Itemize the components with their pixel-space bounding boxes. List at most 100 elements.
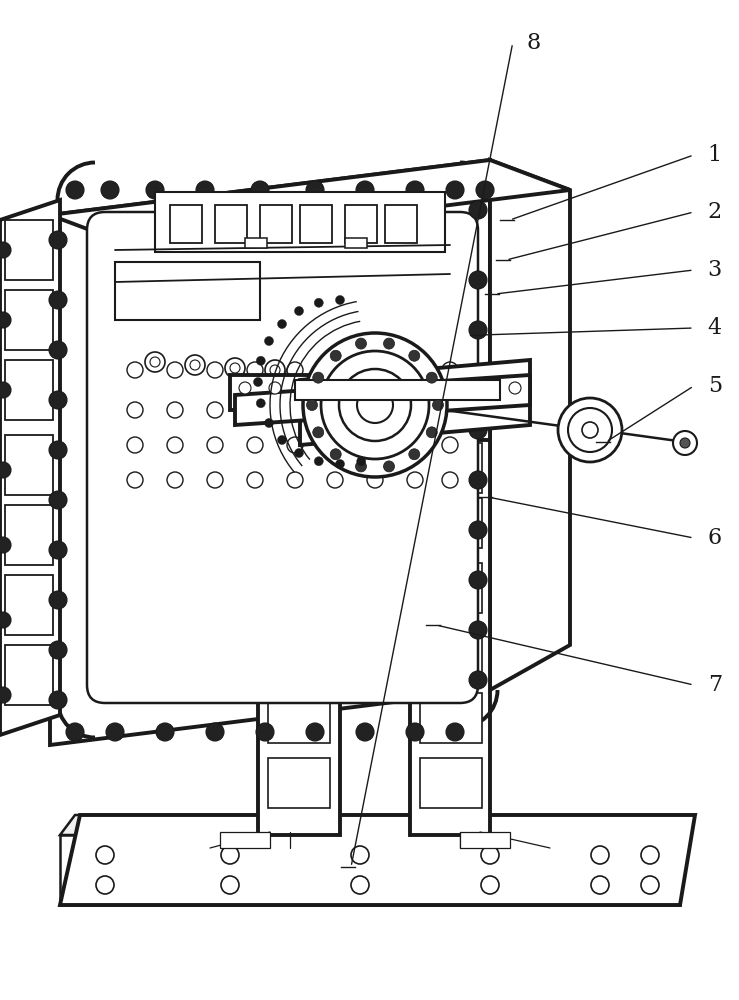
Circle shape: [146, 181, 164, 199]
Polygon shape: [60, 815, 695, 905]
Circle shape: [384, 461, 395, 472]
Circle shape: [469, 371, 487, 389]
Bar: [155, 192, 445, 252]
Circle shape: [469, 421, 487, 439]
Circle shape: [327, 472, 343, 488]
Circle shape: [66, 181, 84, 199]
Circle shape: [0, 312, 11, 328]
Circle shape: [127, 402, 143, 418]
Circle shape: [330, 449, 341, 460]
Circle shape: [407, 402, 423, 418]
Circle shape: [351, 846, 369, 864]
Polygon shape: [0, 200, 60, 735]
Circle shape: [127, 472, 143, 488]
Circle shape: [167, 402, 183, 418]
Circle shape: [270, 365, 280, 375]
Circle shape: [287, 472, 303, 488]
Circle shape: [49, 541, 67, 559]
Circle shape: [265, 336, 273, 346]
Circle shape: [66, 723, 84, 741]
Bar: [115, 262, 260, 320]
Circle shape: [406, 723, 424, 741]
Circle shape: [591, 876, 609, 894]
Circle shape: [106, 723, 124, 741]
Text: 1: 1: [708, 144, 722, 166]
Circle shape: [407, 472, 423, 488]
Circle shape: [314, 298, 323, 307]
Circle shape: [247, 402, 263, 418]
Circle shape: [446, 181, 464, 199]
Circle shape: [442, 402, 458, 418]
Circle shape: [49, 231, 67, 249]
Bar: [170, 205, 202, 243]
Circle shape: [356, 723, 374, 741]
Circle shape: [409, 449, 420, 460]
Circle shape: [449, 382, 461, 394]
Bar: [268, 758, 330, 808]
Circle shape: [355, 338, 367, 349]
Polygon shape: [60, 815, 695, 835]
Circle shape: [265, 418, 273, 428]
Bar: [5, 645, 53, 705]
Circle shape: [207, 362, 223, 378]
Circle shape: [330, 350, 341, 361]
Bar: [5, 575, 53, 635]
Circle shape: [582, 422, 598, 438]
Circle shape: [167, 437, 183, 453]
Bar: [245, 238, 267, 248]
Polygon shape: [50, 160, 570, 245]
FancyBboxPatch shape: [87, 212, 478, 703]
Bar: [420, 628, 482, 678]
Circle shape: [49, 291, 67, 309]
Bar: [5, 505, 53, 565]
Circle shape: [278, 320, 287, 329]
Circle shape: [327, 437, 343, 453]
Circle shape: [384, 338, 395, 349]
Circle shape: [239, 382, 251, 394]
Circle shape: [469, 471, 487, 489]
Text: 6: 6: [708, 527, 722, 549]
Circle shape: [673, 431, 697, 455]
Circle shape: [49, 641, 67, 659]
Circle shape: [0, 382, 11, 398]
Bar: [420, 563, 482, 613]
Bar: [268, 498, 330, 548]
Circle shape: [509, 382, 521, 394]
Circle shape: [469, 321, 487, 339]
Circle shape: [49, 491, 67, 509]
Circle shape: [442, 362, 458, 378]
Circle shape: [225, 358, 245, 378]
Bar: [5, 220, 53, 280]
Circle shape: [367, 402, 383, 418]
Circle shape: [49, 591, 67, 609]
Circle shape: [207, 472, 223, 488]
Circle shape: [0, 242, 11, 258]
Circle shape: [0, 612, 11, 628]
Circle shape: [206, 723, 224, 741]
Circle shape: [247, 437, 263, 453]
Circle shape: [406, 181, 424, 199]
Circle shape: [641, 846, 659, 864]
Circle shape: [306, 181, 324, 199]
Bar: [385, 205, 417, 243]
Circle shape: [295, 449, 304, 458]
Circle shape: [256, 399, 265, 408]
Circle shape: [327, 402, 343, 418]
Bar: [345, 238, 367, 248]
Polygon shape: [410, 430, 490, 835]
Circle shape: [426, 372, 437, 383]
Circle shape: [591, 846, 609, 864]
Circle shape: [479, 382, 491, 394]
Circle shape: [230, 363, 240, 373]
Circle shape: [278, 435, 287, 444]
Circle shape: [432, 399, 443, 410]
Circle shape: [327, 362, 343, 378]
Text: 2: 2: [708, 201, 722, 223]
Circle shape: [314, 457, 323, 466]
Circle shape: [207, 437, 223, 453]
Circle shape: [389, 382, 401, 394]
Bar: [5, 435, 53, 495]
Circle shape: [367, 437, 383, 453]
Circle shape: [426, 427, 437, 438]
Bar: [268, 628, 330, 678]
